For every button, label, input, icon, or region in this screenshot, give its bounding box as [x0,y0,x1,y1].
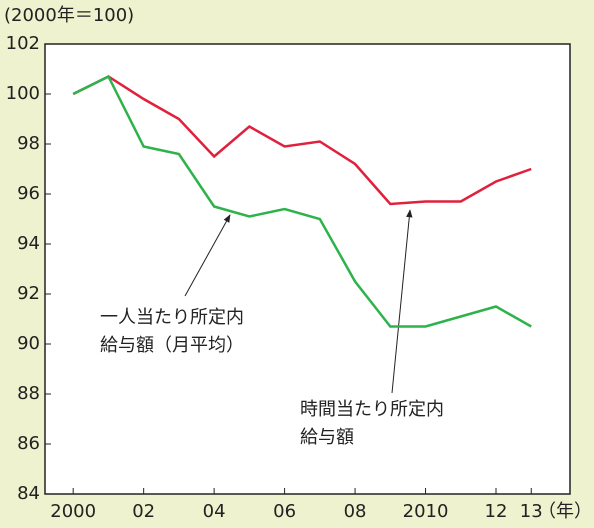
series-line [72,75,532,206]
annotation: 給与額 [300,427,354,448]
y-tick-label: 96 [17,183,40,204]
y-tick-label: 102 [6,33,40,54]
annotation-arrow [184,214,231,297]
y-tick-label: 86 [17,433,40,454]
y-tick-label: 92 [17,283,40,304]
x-tick-label: 08 [344,501,367,522]
x-tick-label: 12 [485,501,508,522]
series-line [72,74,532,328]
x-unit-label: （年） [538,501,592,522]
x-tick-label: 04 [203,501,226,522]
x-tick-label: 02 [132,501,155,522]
y-tick-label: 88 [17,383,40,404]
annotation: 一人当たり所定内 [100,307,244,328]
x-tick-label: 2000 [50,501,96,522]
annotation: 時間当たり所定内 [300,399,444,420]
y-tick-label: 84 [17,483,40,504]
y-tick-label: 98 [17,133,40,154]
y-tick-label: 100 [6,83,40,104]
x-tick-label: 06 [273,501,296,522]
y-tick-label: 94 [17,233,40,254]
plot-area [44,43,571,495]
annotation-arrow [391,209,413,394]
unit-label: (2000年＝100) [4,5,134,26]
annotation: 給与額（月平均） [100,335,244,356]
x-tick-label: 13 [520,501,543,522]
y-tick-label: 90 [17,333,40,354]
x-tick-label: 2010 [403,501,449,522]
